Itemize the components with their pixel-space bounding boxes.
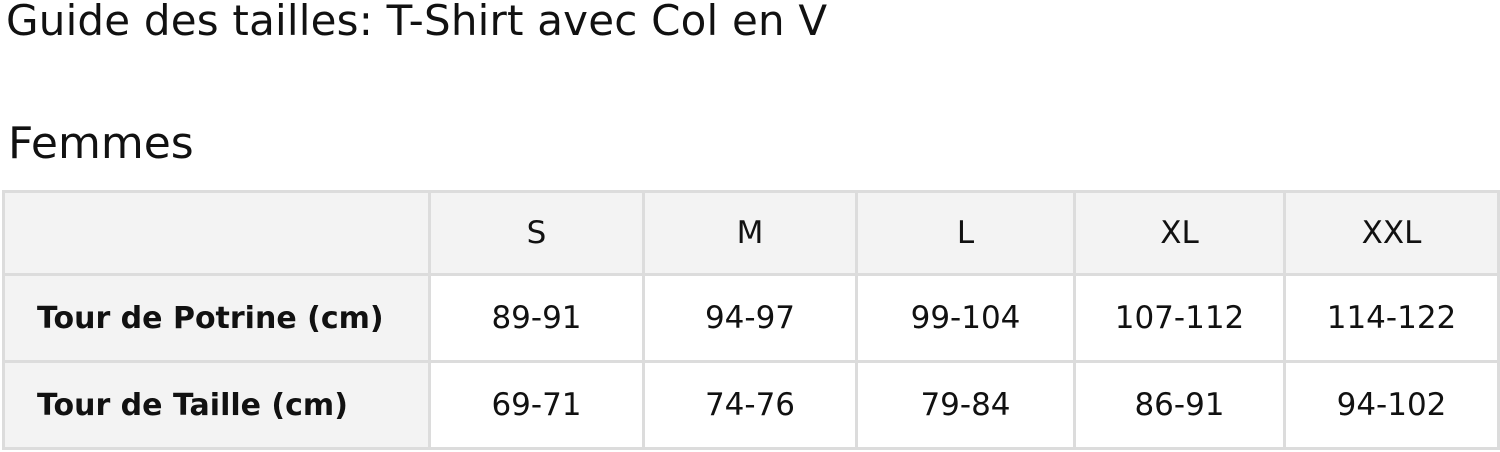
table-header-row: S M L XL XXL: [2, 190, 1500, 276]
header-cell: L: [855, 190, 1076, 276]
table-cell: 79-84: [855, 360, 1076, 450]
header-cell: M: [642, 190, 858, 276]
table-cell: 99-104: [855, 273, 1076, 363]
header-cell: [2, 190, 431, 276]
table-cell: 86-91: [1073, 360, 1286, 450]
header-cell: XL: [1073, 190, 1286, 276]
row-label: Tour de Taille (cm): [2, 360, 431, 450]
header-cell: S: [428, 190, 645, 276]
table-cell: 89-91: [428, 273, 645, 363]
size-chart-table: S M L XL XXL Tour de Potrine (cm) 89-91 …: [2, 190, 1500, 450]
table-cell: 94-102: [1283, 360, 1500, 450]
table-row: Tour de Potrine (cm) 89-91 94-97 99-104 …: [2, 273, 1500, 363]
table-cell: 94-97: [642, 273, 858, 363]
page-title: Guide des tailles: T-Shirt avec Col en V: [6, 0, 828, 45]
table-cell: 114-122: [1283, 273, 1500, 363]
table-row: Tour de Taille (cm) 69-71 74-76 79-84 86…: [2, 360, 1500, 450]
table-cell: 69-71: [428, 360, 645, 450]
section-title: Femmes: [8, 118, 194, 169]
row-label: Tour de Potrine (cm): [2, 273, 431, 363]
table-cell: 74-76: [642, 360, 858, 450]
table-cell: 107-112: [1073, 273, 1286, 363]
header-cell: XXL: [1283, 190, 1500, 276]
